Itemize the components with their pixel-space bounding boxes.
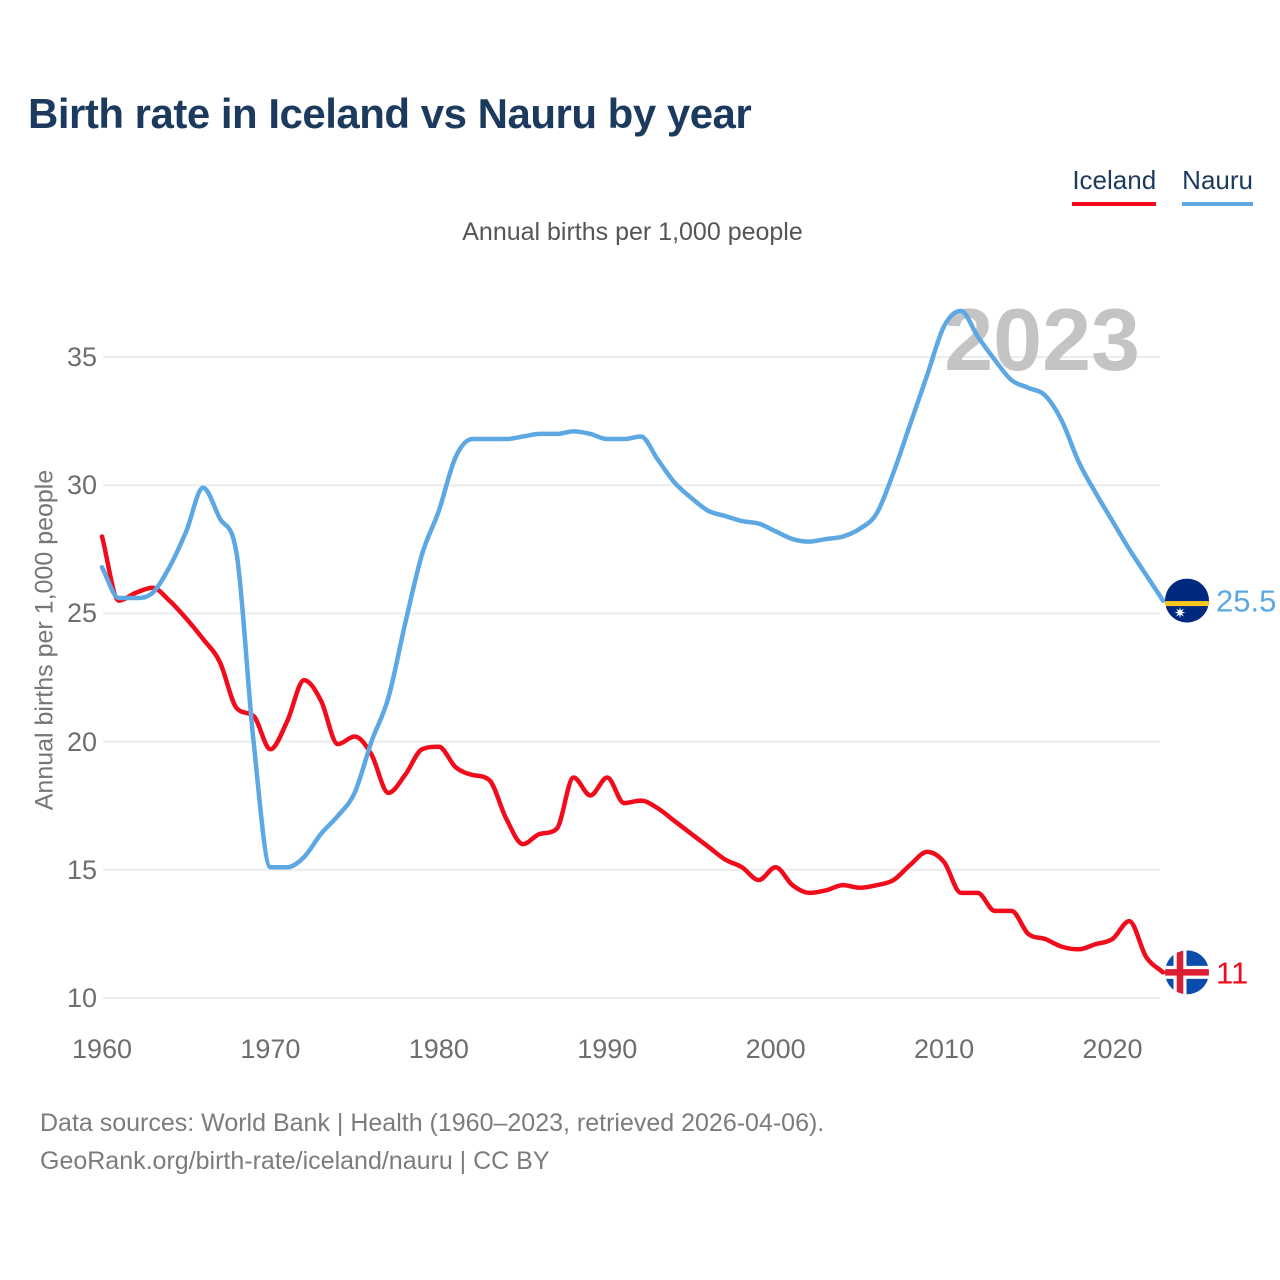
chart-subtitle: Annual births per 1,000 people: [462, 218, 803, 246]
legend-item-iceland[interactable]: Iceland: [1072, 165, 1157, 206]
y-tick-label: 35: [66, 342, 97, 372]
legend-item-nauru[interactable]: Nauru: [1182, 165, 1253, 206]
x-tick-label: 1990: [577, 1034, 638, 1064]
legend: Iceland Nauru: [1072, 165, 1253, 206]
data-sources-line: Data sources: World Bank | Health (1960–…: [40, 1109, 825, 1137]
gridlines: [103, 356, 1160, 999]
iceland-value-label: 11: [1216, 955, 1248, 990]
legend-label-nauru: Nauru: [1182, 165, 1253, 195]
iceland-flag-icon: [1165, 950, 1209, 995]
nauru-line: [99, 308, 1166, 870]
y-tick-label: 20: [66, 726, 97, 757]
legend-label-iceland: Iceland: [1072, 165, 1157, 195]
x-tick-label: 2010: [914, 1034, 975, 1064]
y-tick-label: 10: [66, 983, 97, 1013]
source-attribution: Data sources: World Bank | Health (1960–…: [40, 1104, 824, 1180]
page-title: Birth rate in Iceland vs Nauru by year: [28, 90, 752, 137]
x-tick-label: 1970: [240, 1034, 301, 1064]
y-tick-label: 30: [66, 470, 97, 501]
nauru-value-label: 25.5: [1216, 584, 1276, 619]
attribution-url-line: GeoRank.org/birth-rate/iceland/nauru | C…: [40, 1147, 550, 1175]
y-tick-label: 15: [66, 854, 97, 885]
data-series: [99, 308, 1166, 975]
x-tick-label: 1980: [408, 1034, 469, 1064]
watermark-year: 2023: [944, 290, 1140, 389]
iceland-line: [99, 534, 1166, 975]
x-tick-label: 2000: [745, 1034, 806, 1064]
y-tick-label: 25: [66, 598, 97, 629]
nauru-flag-icon: [1165, 578, 1209, 623]
x-tick-label: 1960: [71, 1034, 133, 1064]
x-tick-label: 2020: [1082, 1034, 1143, 1064]
